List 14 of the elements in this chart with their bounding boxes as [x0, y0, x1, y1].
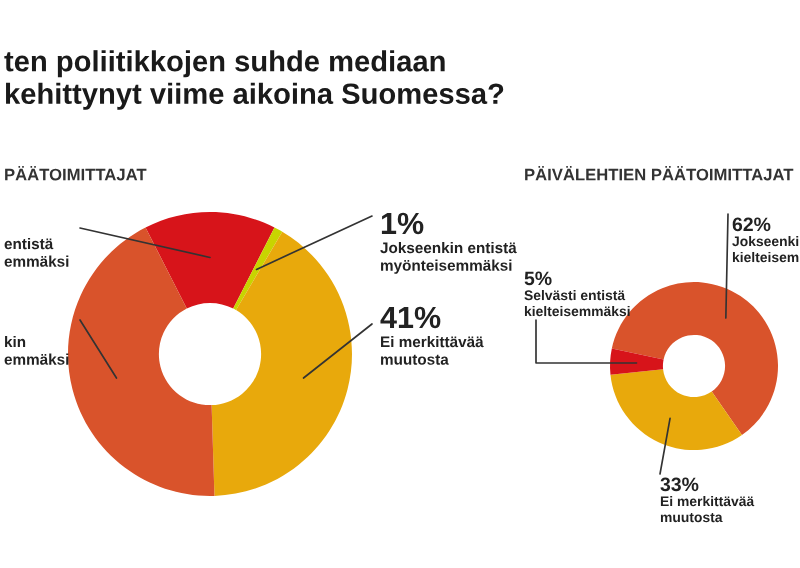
donut-slice	[233, 227, 283, 310]
data-label: 41%	[380, 306, 441, 329]
chart-title: PÄIVÄLEHTIEN PÄÄTOIMITTAJAT	[525, 166, 794, 181]
data-label: 62%	[732, 217, 771, 232]
donut-slice	[610, 369, 742, 450]
data-label: 1%	[381, 212, 424, 235]
chart-subtitle: PÄÄTOIMITTAJAT	[5, 166, 147, 181]
chart-title: ten poliitikkojen suhde mediaan kehittynyt viime aikoina Suomessa?	[4, 50, 504, 110]
data-label: 5%	[524, 271, 552, 286]
donut-slice	[610, 348, 664, 375]
donut-slice	[145, 212, 275, 309]
data-label: 33%	[660, 477, 699, 492]
donut-slice	[68, 227, 215, 496]
donut-slice	[211, 231, 352, 496]
